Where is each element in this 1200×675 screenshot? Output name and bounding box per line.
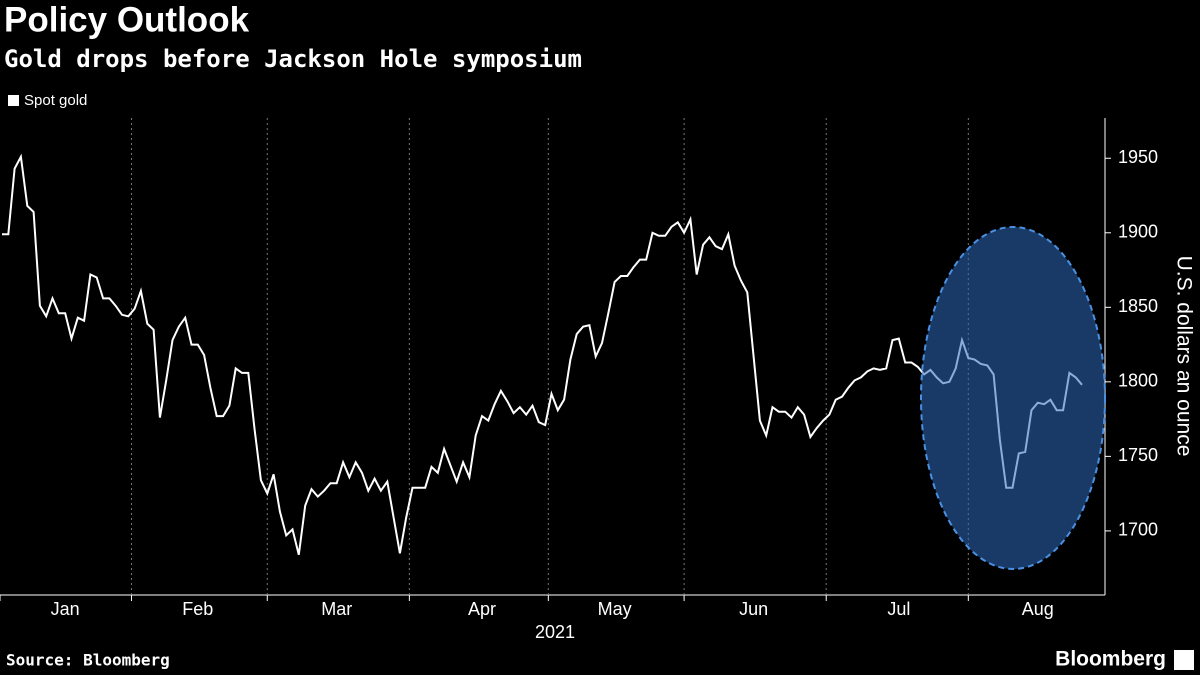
x-axis-label: 2021 [535,622,575,642]
legend-swatch [8,95,19,106]
x-tick-label: Apr [468,599,496,619]
chart-subtitle: Gold drops before Jackson Hole symposium [4,45,582,73]
line-series [2,153,1083,556]
x-tick-label: Jul [887,599,910,619]
x-tick-label: Jun [739,599,768,619]
x-tick-label: Aug [1022,599,1054,619]
x-tick-label: May [598,599,632,619]
y-tick-label: 1800 [1118,371,1158,391]
x-tick-label: Mar [321,599,352,619]
y-tick-label: 1850 [1118,296,1158,316]
y-tick-label: 1900 [1118,222,1158,242]
y-tick-label: 1950 [1118,147,1158,167]
y-tick-label: 1700 [1118,520,1158,540]
legend-label: Spot gold [24,92,87,109]
brand-icon [1174,650,1194,670]
x-tick-label: Jan [51,599,80,619]
source: Source: Bloomberg [6,651,170,670]
brand: Bloomberg [1055,648,1166,671]
y-tick-label: 1750 [1118,445,1158,465]
x-tick-label: Feb [182,599,213,619]
chart-title: Policy Outlook [4,0,250,39]
highlight [920,226,1106,570]
y-axis-label: U.S. dollars an ounce [1172,256,1195,457]
